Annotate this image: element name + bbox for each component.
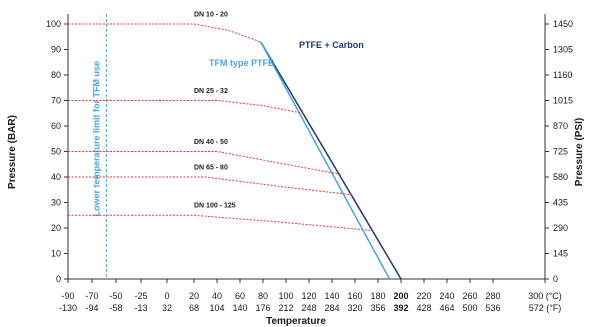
y-tick-label-left: 30 [51, 198, 61, 208]
x-tick-label-f: 356 [370, 303, 385, 313]
series-line-dn-25-32 [68, 100, 304, 114]
x-tick-label-c: -25 [134, 291, 147, 301]
y-tick-label-right: 870 [553, 121, 568, 131]
dn-annotation: DN 40 - 50 [194, 139, 228, 146]
x-axis-title: Temperature [266, 316, 326, 327]
y-tick-label-left: 80 [51, 70, 61, 80]
y-tick-label-right: 145 [553, 249, 568, 259]
x-tick-label-c: 160 [347, 291, 362, 301]
x-tick-label-f: 320 [347, 303, 362, 313]
y-tick-label-right: 1450 [553, 19, 573, 29]
y-tick-label-right: 580 [553, 172, 568, 182]
y-tick-label-left: 20 [51, 223, 61, 233]
x-tick-label-c: 60 [235, 291, 245, 301]
x-tick-label-c: 140 [324, 291, 339, 301]
x-tick-label-c: -50 [109, 291, 122, 301]
x-tick-label-f: -94 [85, 303, 98, 313]
y-tick-label-left: 0 [56, 274, 61, 284]
x-tick-label-f: 284 [324, 303, 339, 313]
y-axis-title-left: Pressure (BAR) [7, 115, 18, 189]
x-tick-label-c: 0 [164, 291, 169, 301]
y-tick-label-left: 100 [46, 19, 61, 29]
dn-annotation: DN 10 - 20 [194, 11, 228, 18]
x-tick-label-c: 280 [485, 291, 500, 301]
y-tick-label-right: 1160 [553, 70, 572, 80]
x-tick-label-c: 80 [258, 291, 268, 301]
dn-annotation: DN 100 - 125 [194, 203, 236, 210]
y-tick-label-left: 40 [51, 172, 61, 182]
y-tick-label-right: 1015 [553, 96, 573, 106]
dn-annotation: DN 25 - 32 [194, 88, 228, 95]
y-tick-label-right: 1305 [553, 45, 573, 55]
x-tick-label-c: -70 [85, 291, 98, 301]
x-tick-label-c: 40 [212, 291, 222, 301]
series-line-ptfe-carbon [260, 41, 402, 280]
x-tick-label-f: 32 [162, 303, 172, 313]
x-tick-label-c: 120 [301, 291, 316, 301]
x-tick-label-f: -13 [134, 303, 147, 313]
x-tick-label-c: 300 (°C) [528, 291, 562, 301]
plot-layer: 0 10 20 30 40 50 60 70 80 90 100 0 145 290 435 580 725 87… [46, 11, 573, 313]
x-tick-label-f: -130 [59, 303, 77, 313]
y-tick-label-left: 50 [51, 147, 61, 157]
y-axis-title-right: Pressure (PSI) [574, 118, 585, 186]
x-tick-label-f: 68 [189, 303, 199, 313]
series-line-tfm-type-ptfe [260, 41, 391, 280]
x-tick-label-f: -58 [109, 303, 122, 313]
x-tick-label-c: 100 [278, 291, 293, 301]
x-tick-label-c: 240 [439, 291, 454, 301]
x-tick-label-f: 212 [278, 303, 293, 313]
y-tick-label-right: 0 [553, 274, 558, 284]
x-tick-label-c: 220 [416, 291, 431, 301]
x-tick-label-c: -90 [61, 291, 74, 301]
x-tick-label-f: 248 [301, 303, 316, 313]
x-tick-label-f: 500 [462, 303, 477, 313]
x-tick-label-c: 180 [370, 291, 385, 301]
lower-limit-label: Lower temperature limit for TFM use [91, 61, 101, 217]
series-line-dn-65-80 [68, 176, 353, 196]
x-tick-label-c: 20 [189, 291, 199, 301]
y-tick-label-left: 10 [51, 249, 61, 259]
series-line-dn-100-125 [68, 214, 374, 232]
y-tick-label-left: 90 [51, 45, 61, 55]
y-tick-label-left: 70 [51, 96, 61, 106]
x-tick-label-f: 536 [485, 303, 500, 313]
y-tick-label-right: 435 [553, 198, 568, 208]
x-tick-label-c: 260 [462, 291, 477, 301]
y-tick-label-left: 60 [51, 121, 61, 131]
series-label-tfm-ptfe: TFM type PTFE [209, 58, 274, 68]
x-tick-label-f: 428 [416, 303, 431, 313]
x-tick-label-f: 176 [255, 303, 270, 313]
series-label-ptfe-carbon: PTFE + Carbon [299, 40, 364, 50]
x-tick-label-c: 200 [393, 291, 408, 301]
x-tick-label-f: 104 [209, 303, 224, 313]
x-tick-label-f: 392 [393, 303, 408, 313]
y-tick-label-right: 725 [553, 147, 568, 157]
series-line-dn-10-20 [68, 23, 261, 43]
dn-annotation: DN 65 - 80 [194, 164, 228, 171]
series-line-dn-40-50 [68, 151, 342, 175]
y-tick-label-right: 290 [553, 223, 568, 233]
x-tick-label-f: 140 [232, 303, 247, 313]
x-tick-label-f: 464 [439, 303, 454, 313]
x-tick-label-f: 572 (°F) [529, 303, 562, 313]
